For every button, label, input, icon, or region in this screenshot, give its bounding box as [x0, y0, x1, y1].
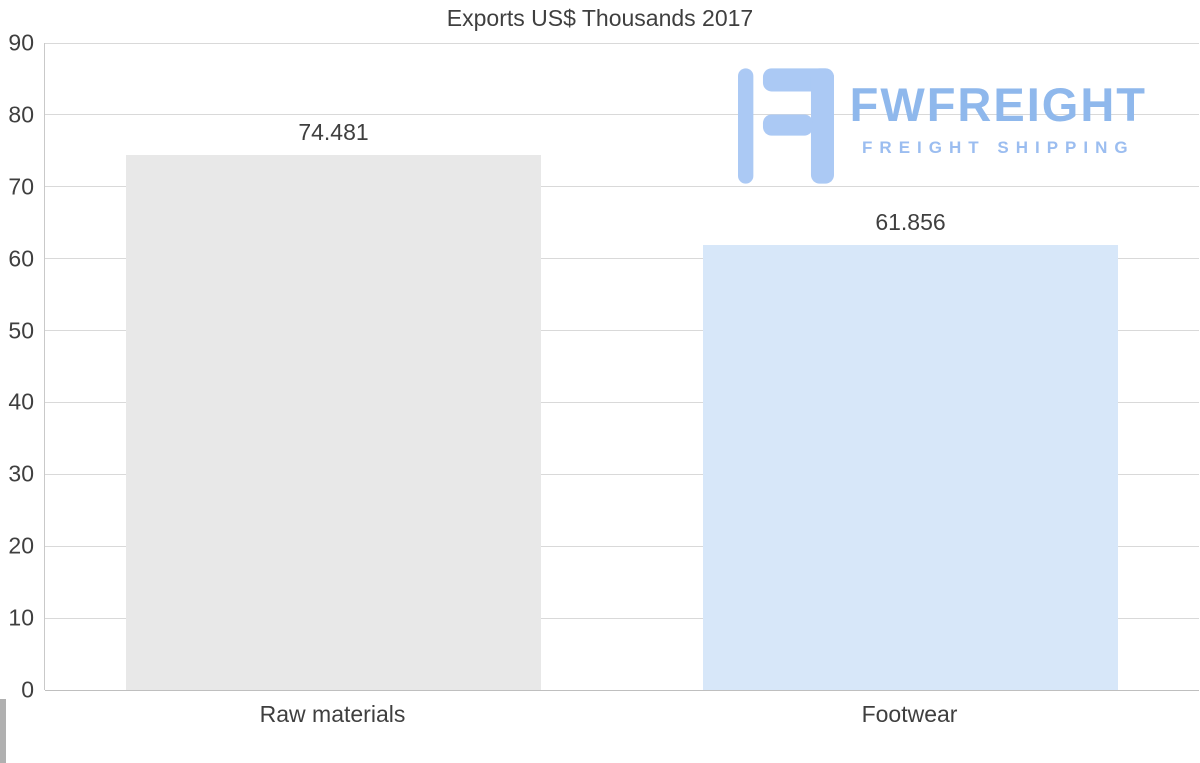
y-tick-label-60: 60	[8, 245, 34, 272]
gridline-60	[45, 258, 1199, 260]
bars-container: 74.481 61.856	[45, 43, 1199, 690]
watermark-tagline: FREIGHT SHIPPING	[862, 138, 1135, 157]
y-tick-label-40: 40	[8, 388, 34, 415]
bar-value-label-footwear: 61.856	[875, 209, 946, 236]
y-tick-label-20: 20	[8, 532, 34, 559]
y-tick-label-90: 90	[8, 29, 34, 56]
watermark-brand-name: FWFREIGHT	[849, 78, 1147, 131]
plot-area: 74.481 61.856 FWFREIGHT FREIGHT SHIPPING	[44, 42, 1199, 691]
gridline-10	[45, 617, 1199, 619]
y-tick-label-50: 50	[8, 317, 34, 344]
y-tick-label-30: 30	[8, 460, 34, 487]
left-edge-shadow	[0, 699, 6, 763]
gridline-70	[45, 186, 1199, 188]
y-axis-labels: 0 10 20 30 40 50 60 70 80 90	[0, 30, 36, 703]
gridline-80	[45, 114, 1199, 116]
bar-slot-footwear: 61.856	[622, 43, 1199, 690]
y-tick-label-0: 0	[21, 676, 34, 703]
bar-raw-materials: 74.481	[125, 119, 542, 690]
watermark-logo: FWFREIGHT FREIGHT SHIPPING	[737, 67, 1147, 185]
gridline-90	[45, 42, 1199, 44]
fwfreight-logo-icon	[737, 67, 834, 185]
bar-value-label-raw-materials: 74.481	[298, 118, 369, 145]
bar-footwear: 61.856	[702, 209, 1119, 690]
gridline-0	[45, 689, 1199, 691]
x-axis-labels: Raw materials Footwear	[44, 690, 1198, 728]
gridline-50	[45, 330, 1199, 332]
y-tick-label-10: 10	[8, 604, 34, 631]
gridline-20	[45, 545, 1199, 547]
bar-slot-raw-materials: 74.481	[45, 43, 622, 690]
x-tick-label-raw-materials: Raw materials	[259, 701, 406, 727]
y-tick-label-80: 80	[8, 101, 34, 128]
watermark-text: FWFREIGHT FREIGHT SHIPPING	[850, 67, 1147, 158]
x-tick-label-footwear: Footwear	[861, 701, 958, 727]
gridline-40	[45, 401, 1199, 403]
y-tick-label-70: 70	[8, 173, 34, 200]
chart-title: Exports US$ Thousands 2017	[446, 5, 754, 31]
gridline-30	[45, 473, 1199, 475]
